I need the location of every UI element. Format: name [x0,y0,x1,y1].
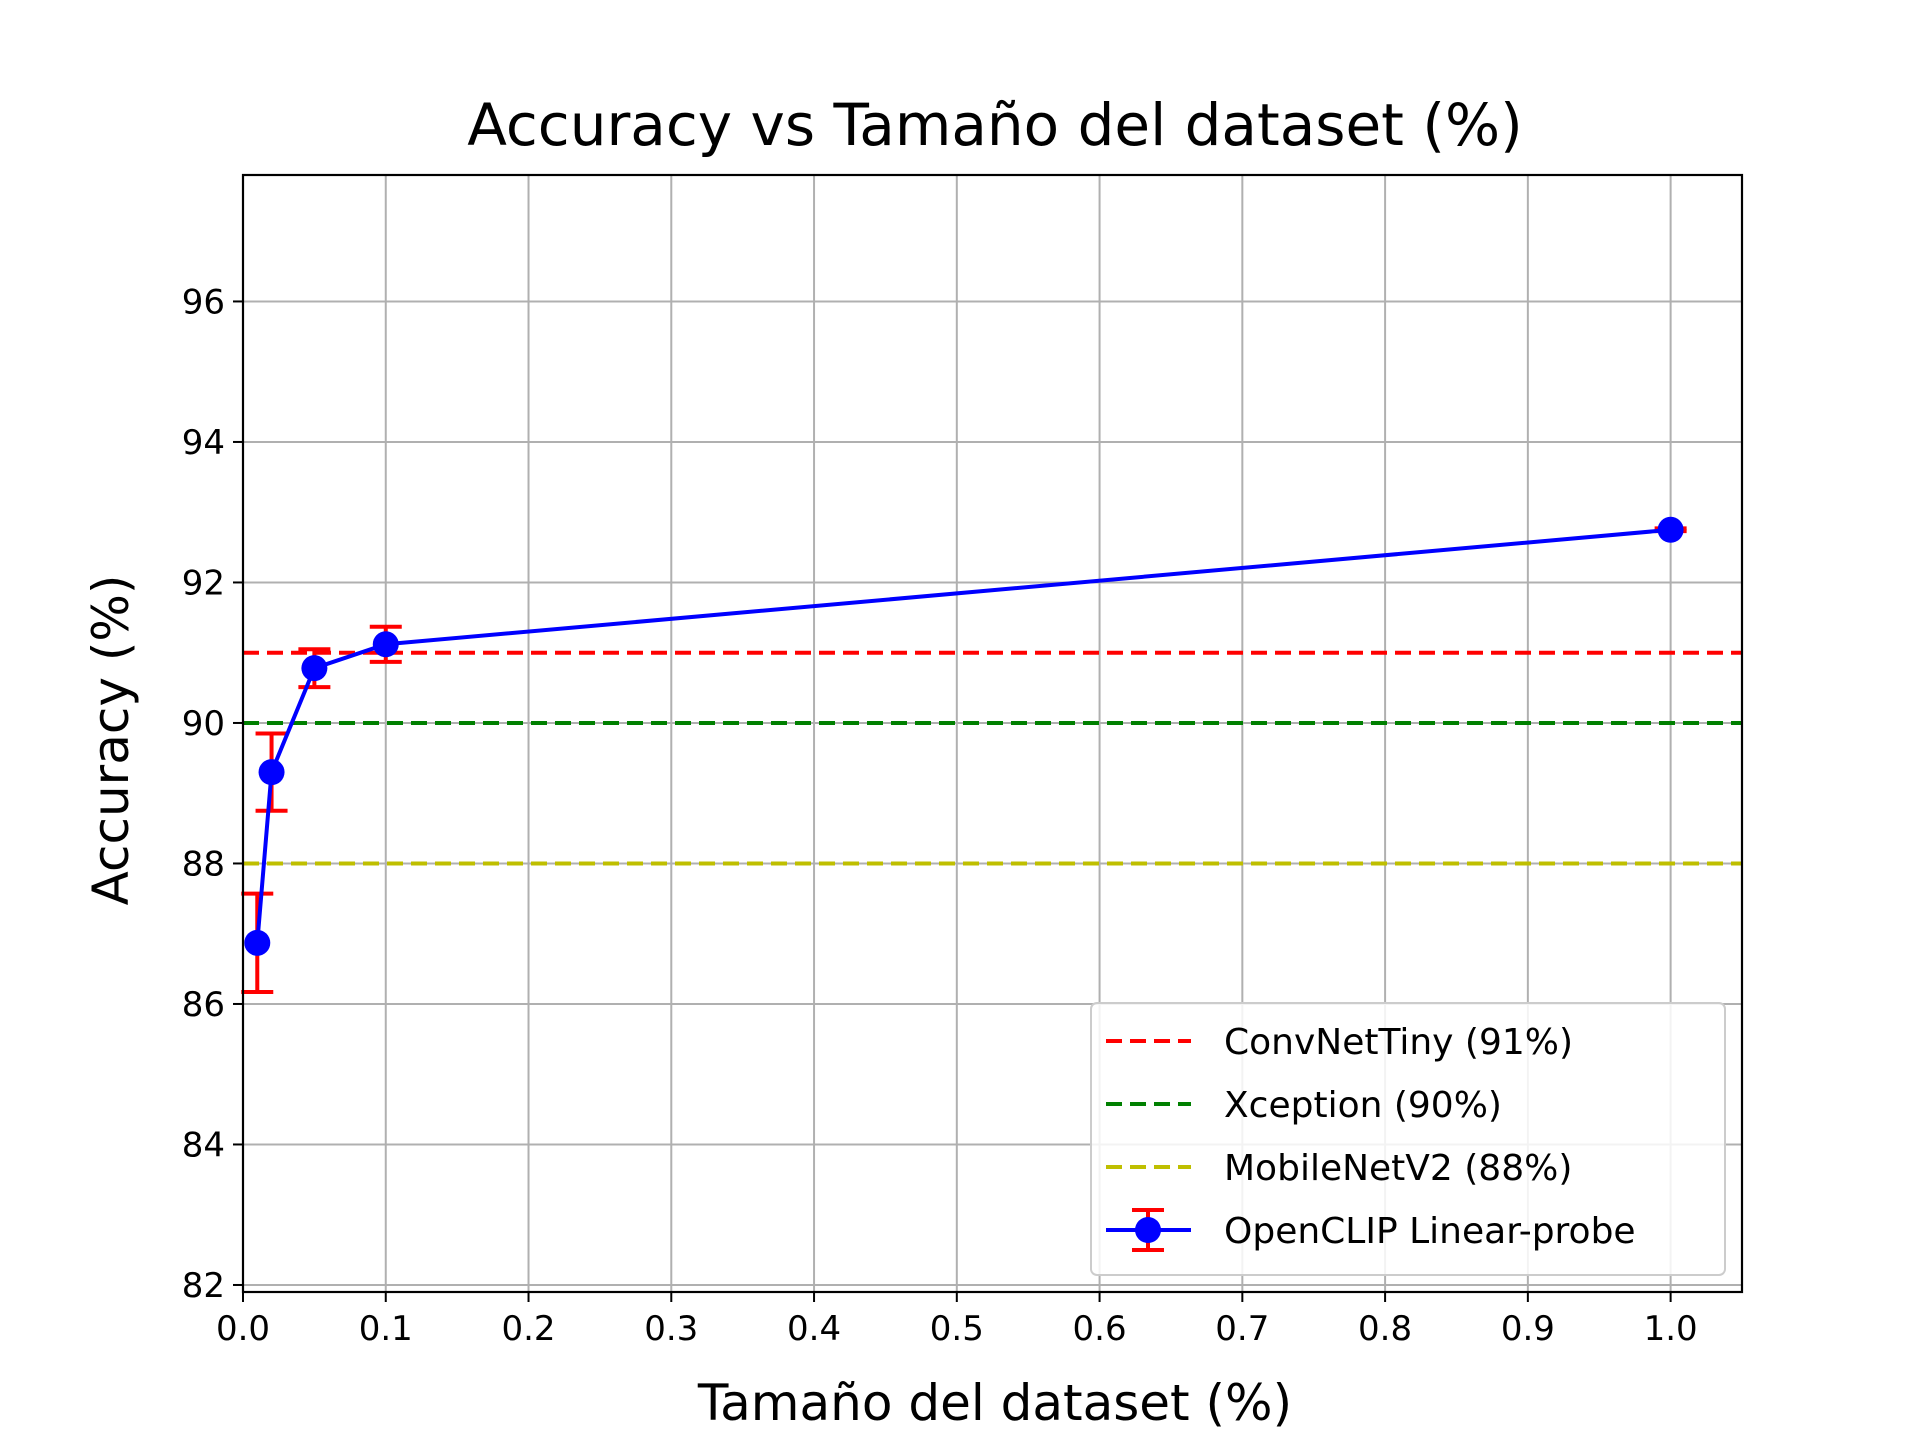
x-tick-label: 0.0 [216,1309,270,1349]
data-point [258,759,285,786]
reference-lines [243,650,1742,866]
legend-label: MobileNetV2 (88%) [1224,1148,1572,1189]
legend-entry: Xception (90%) [1106,1085,1502,1126]
data-point [301,655,328,682]
x-tick-label: 1.0 [1644,1309,1698,1349]
y-tick-label: 84 [182,1125,225,1165]
legend-label: Xception (90%) [1224,1085,1502,1126]
y-tick-label: 88 [182,844,225,884]
x-tick-label: 0.8 [1358,1309,1412,1349]
y-tick-label: 86 [182,985,225,1025]
y-tick-label: 92 [182,563,225,603]
legend-entry: OpenCLIP Linear-probe [1106,1208,1636,1252]
legend-label: OpenCLIP Linear-probe [1224,1211,1636,1252]
data-point [244,929,271,956]
x-axis-label: Tamaño del dataset (%) [697,1374,1292,1432]
legend-marker [1135,1217,1161,1243]
y-tick-label: 90 [182,704,225,744]
x-tick-label: 0.2 [501,1309,555,1349]
y-axis-label: Accuracy (%) [82,575,140,906]
legend-box [1090,1002,1726,1276]
x-tick-label: 0.3 [644,1309,698,1349]
x-tick-label: 0.7 [1215,1309,1269,1349]
x-tick-label: 0.6 [1073,1309,1127,1349]
axis-ticks: 0.0 0.1 0.2 0.3 0.4 0.5 0.6 0.7 0.8 0.9 1.0 82 84 86 8… [182,282,1698,1349]
data-point [1657,516,1684,543]
y-tick-label: 96 [182,282,225,322]
x-tick-label: 0.5 [930,1309,984,1349]
x-tick-label: 0.9 [1501,1309,1555,1349]
legend: ConvNetTiny (91%) Xception (90%) MobileNet… [1090,1002,1726,1276]
y-tick-label: 82 [182,1266,225,1306]
legend-entry: MobileNetV2 (88%) [1106,1148,1572,1189]
y-tick-label: 94 [182,423,225,463]
legend-label: ConvNetTiny (91%) [1224,1022,1573,1063]
x-tick-label: 0.4 [787,1309,841,1349]
chart-title: Accuracy vs Tamaño del dataset (%) [467,91,1522,159]
legend-entry: ConvNetTiny (91%) [1106,1022,1573,1063]
plot-frame [241,173,1744,1294]
series [241,516,1687,995]
data-point [372,631,399,658]
x-tick-label: 0.1 [359,1309,413,1349]
